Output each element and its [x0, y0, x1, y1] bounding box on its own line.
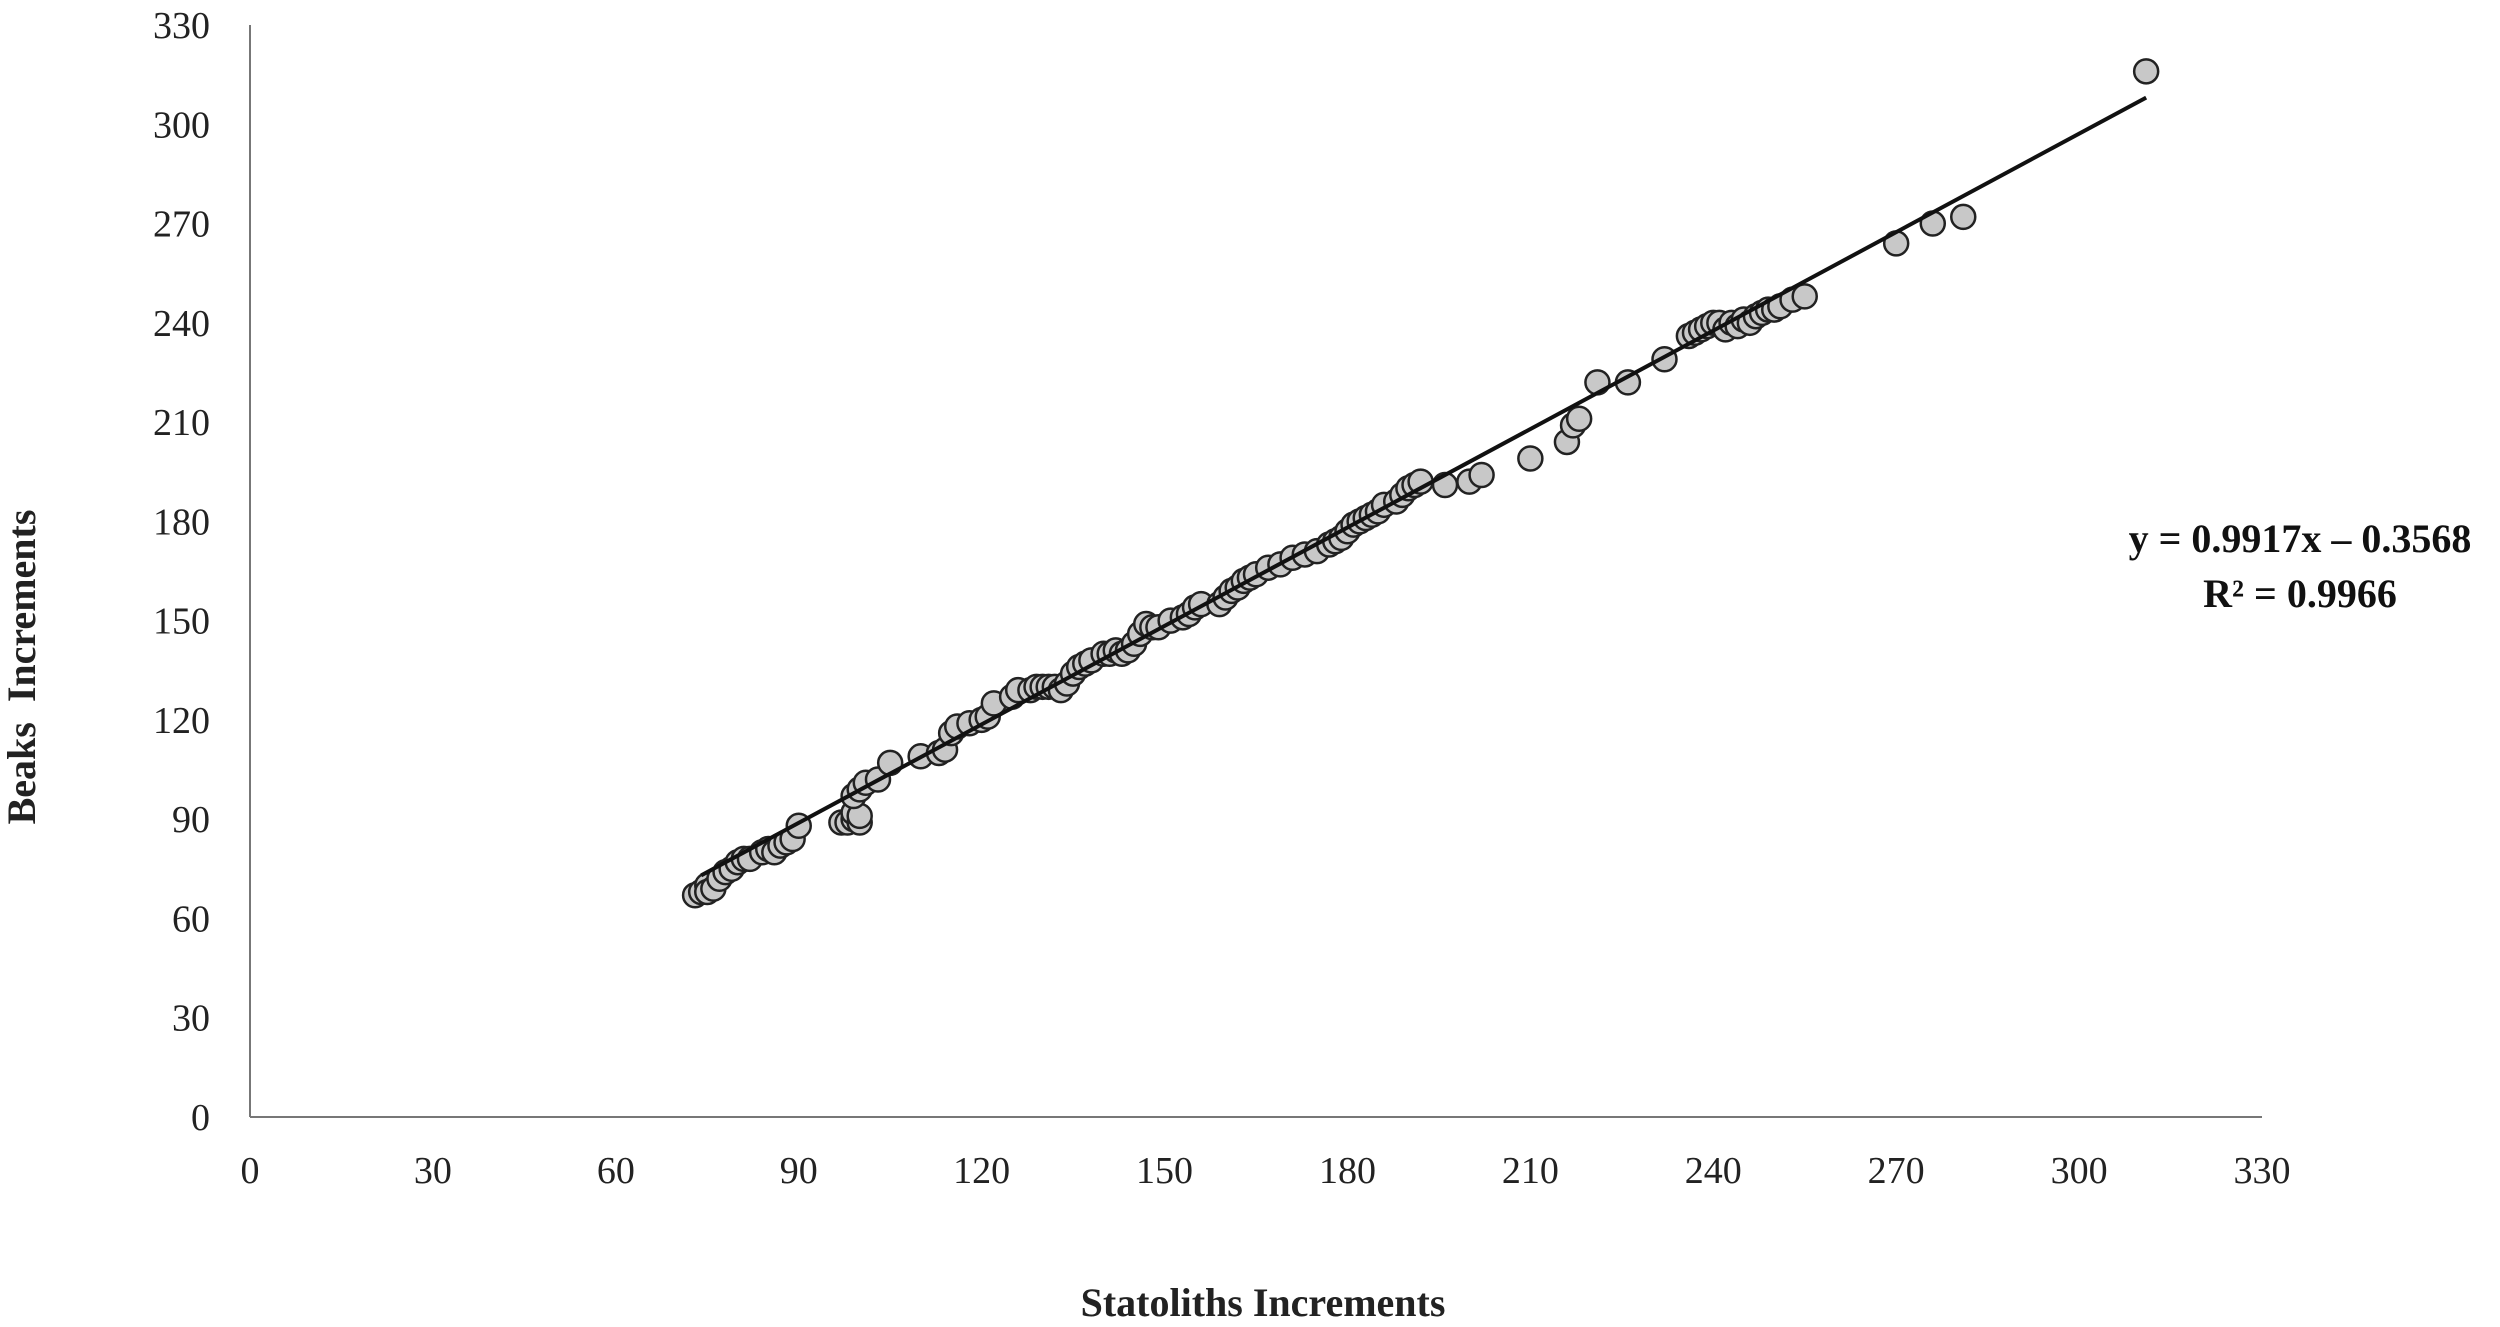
y-tick-label: 180 — [153, 501, 210, 543]
y-tick-label: 300 — [153, 104, 210, 146]
y-tick-label: 270 — [153, 204, 210, 246]
y-tick-label: 0 — [191, 1097, 210, 1139]
x-tick-label: 210 — [1502, 1150, 1559, 1192]
x-tick-label: 150 — [1136, 1150, 1193, 1192]
x-tick-label: 30 — [414, 1150, 452, 1192]
data-point — [1470, 463, 1494, 487]
x-tick-label: 240 — [1685, 1150, 1742, 1192]
data-point — [1951, 205, 1975, 229]
x-axis-title: Statoliths Increments — [1081, 1280, 1446, 1325]
r-squared-label: R² = 0.9966 — [2203, 571, 2397, 616]
x-tick-label: 120 — [953, 1150, 1010, 1192]
data-point — [1567, 407, 1591, 431]
data-points — [683, 59, 2158, 907]
x-axis-ticks: 0 30 60 90 120 150 180 210 240 270 300 330 — [241, 1150, 2291, 1192]
data-point — [2134, 59, 2158, 83]
x-tick-label: 300 — [2051, 1150, 2108, 1192]
y-tick-label: 240 — [153, 303, 210, 345]
y-axis-title: Beaks Increments — [0, 510, 44, 825]
y-tick-label: 150 — [153, 601, 210, 643]
x-tick-label: 270 — [1868, 1150, 1925, 1192]
x-tick-label: 180 — [1319, 1150, 1376, 1192]
data-point — [1518, 446, 1542, 470]
x-tick-label: 90 — [780, 1150, 818, 1192]
x-tick-label: 0 — [241, 1150, 260, 1192]
trendline — [701, 98, 2146, 876]
y-axis-ticks: 0 30 60 90 120 150 180 210 240 270 300 330 — [153, 5, 210, 1139]
x-tick-label: 60 — [597, 1150, 635, 1192]
y-tick-label: 120 — [153, 700, 210, 742]
trendline-equation: y = 0.9917x – 0.3568 — [2129, 516, 2472, 561]
y-tick-label: 60 — [172, 898, 210, 940]
y-tick-label: 90 — [172, 799, 210, 841]
y-tick-label: 330 — [153, 5, 210, 47]
x-tick-label: 330 — [2234, 1150, 2291, 1192]
y-tick-label: 30 — [172, 998, 210, 1040]
y-tick-label: 210 — [153, 402, 210, 444]
